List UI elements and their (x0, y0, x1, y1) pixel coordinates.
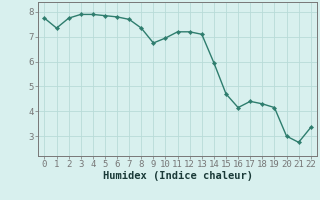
X-axis label: Humidex (Indice chaleur): Humidex (Indice chaleur) (103, 171, 252, 181)
